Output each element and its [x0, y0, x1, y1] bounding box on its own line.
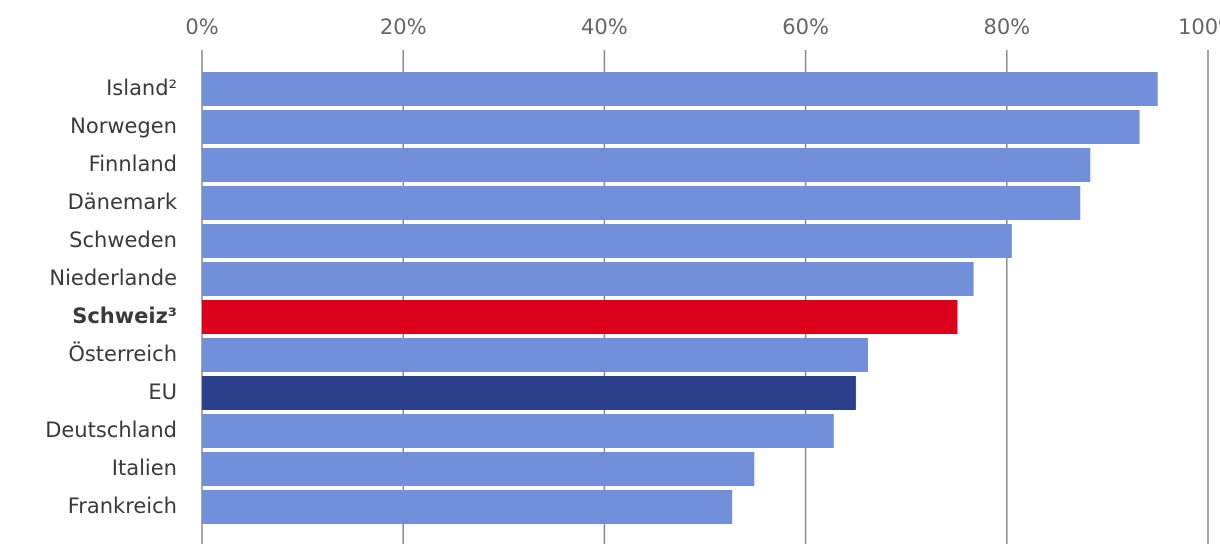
bar: [202, 338, 868, 372]
bar: [202, 224, 1012, 258]
y-tick-label: Italien: [112, 456, 177, 480]
bar: [202, 186, 1081, 220]
y-tick-label: Dänemark: [68, 190, 178, 214]
y-tick-label: Österreich: [68, 341, 177, 366]
y-tick-label: Niederlande: [49, 266, 177, 290]
x-tick-label: 100%: [1178, 15, 1220, 39]
y-tick-label: EU: [148, 380, 177, 404]
bar: [202, 490, 733, 524]
y-tick-label: Norwegen: [70, 114, 177, 138]
bar: [202, 72, 1158, 106]
y-tick-label: Schweiz³: [72, 304, 177, 328]
x-tick-label: 80%: [983, 15, 1030, 39]
x-tick-label: 40%: [581, 15, 628, 39]
y-tick-label: Finnland: [89, 152, 177, 176]
y-tick-label: Deutschland: [45, 418, 177, 442]
x-tick-label: 0%: [185, 15, 218, 39]
y-tick-label: Island²: [106, 76, 177, 100]
x-tick-label: 60%: [782, 15, 829, 39]
y-tick-label: Schweden: [69, 228, 177, 252]
x-tick-label: 20%: [380, 15, 427, 39]
y-tick-label: Frankreich: [68, 494, 177, 518]
bar: [202, 376, 856, 410]
bar: [202, 148, 1091, 182]
bar: [202, 110, 1140, 144]
bar: [202, 414, 834, 448]
bar: [202, 452, 755, 486]
bar: [202, 300, 958, 334]
bar: [202, 262, 974, 296]
